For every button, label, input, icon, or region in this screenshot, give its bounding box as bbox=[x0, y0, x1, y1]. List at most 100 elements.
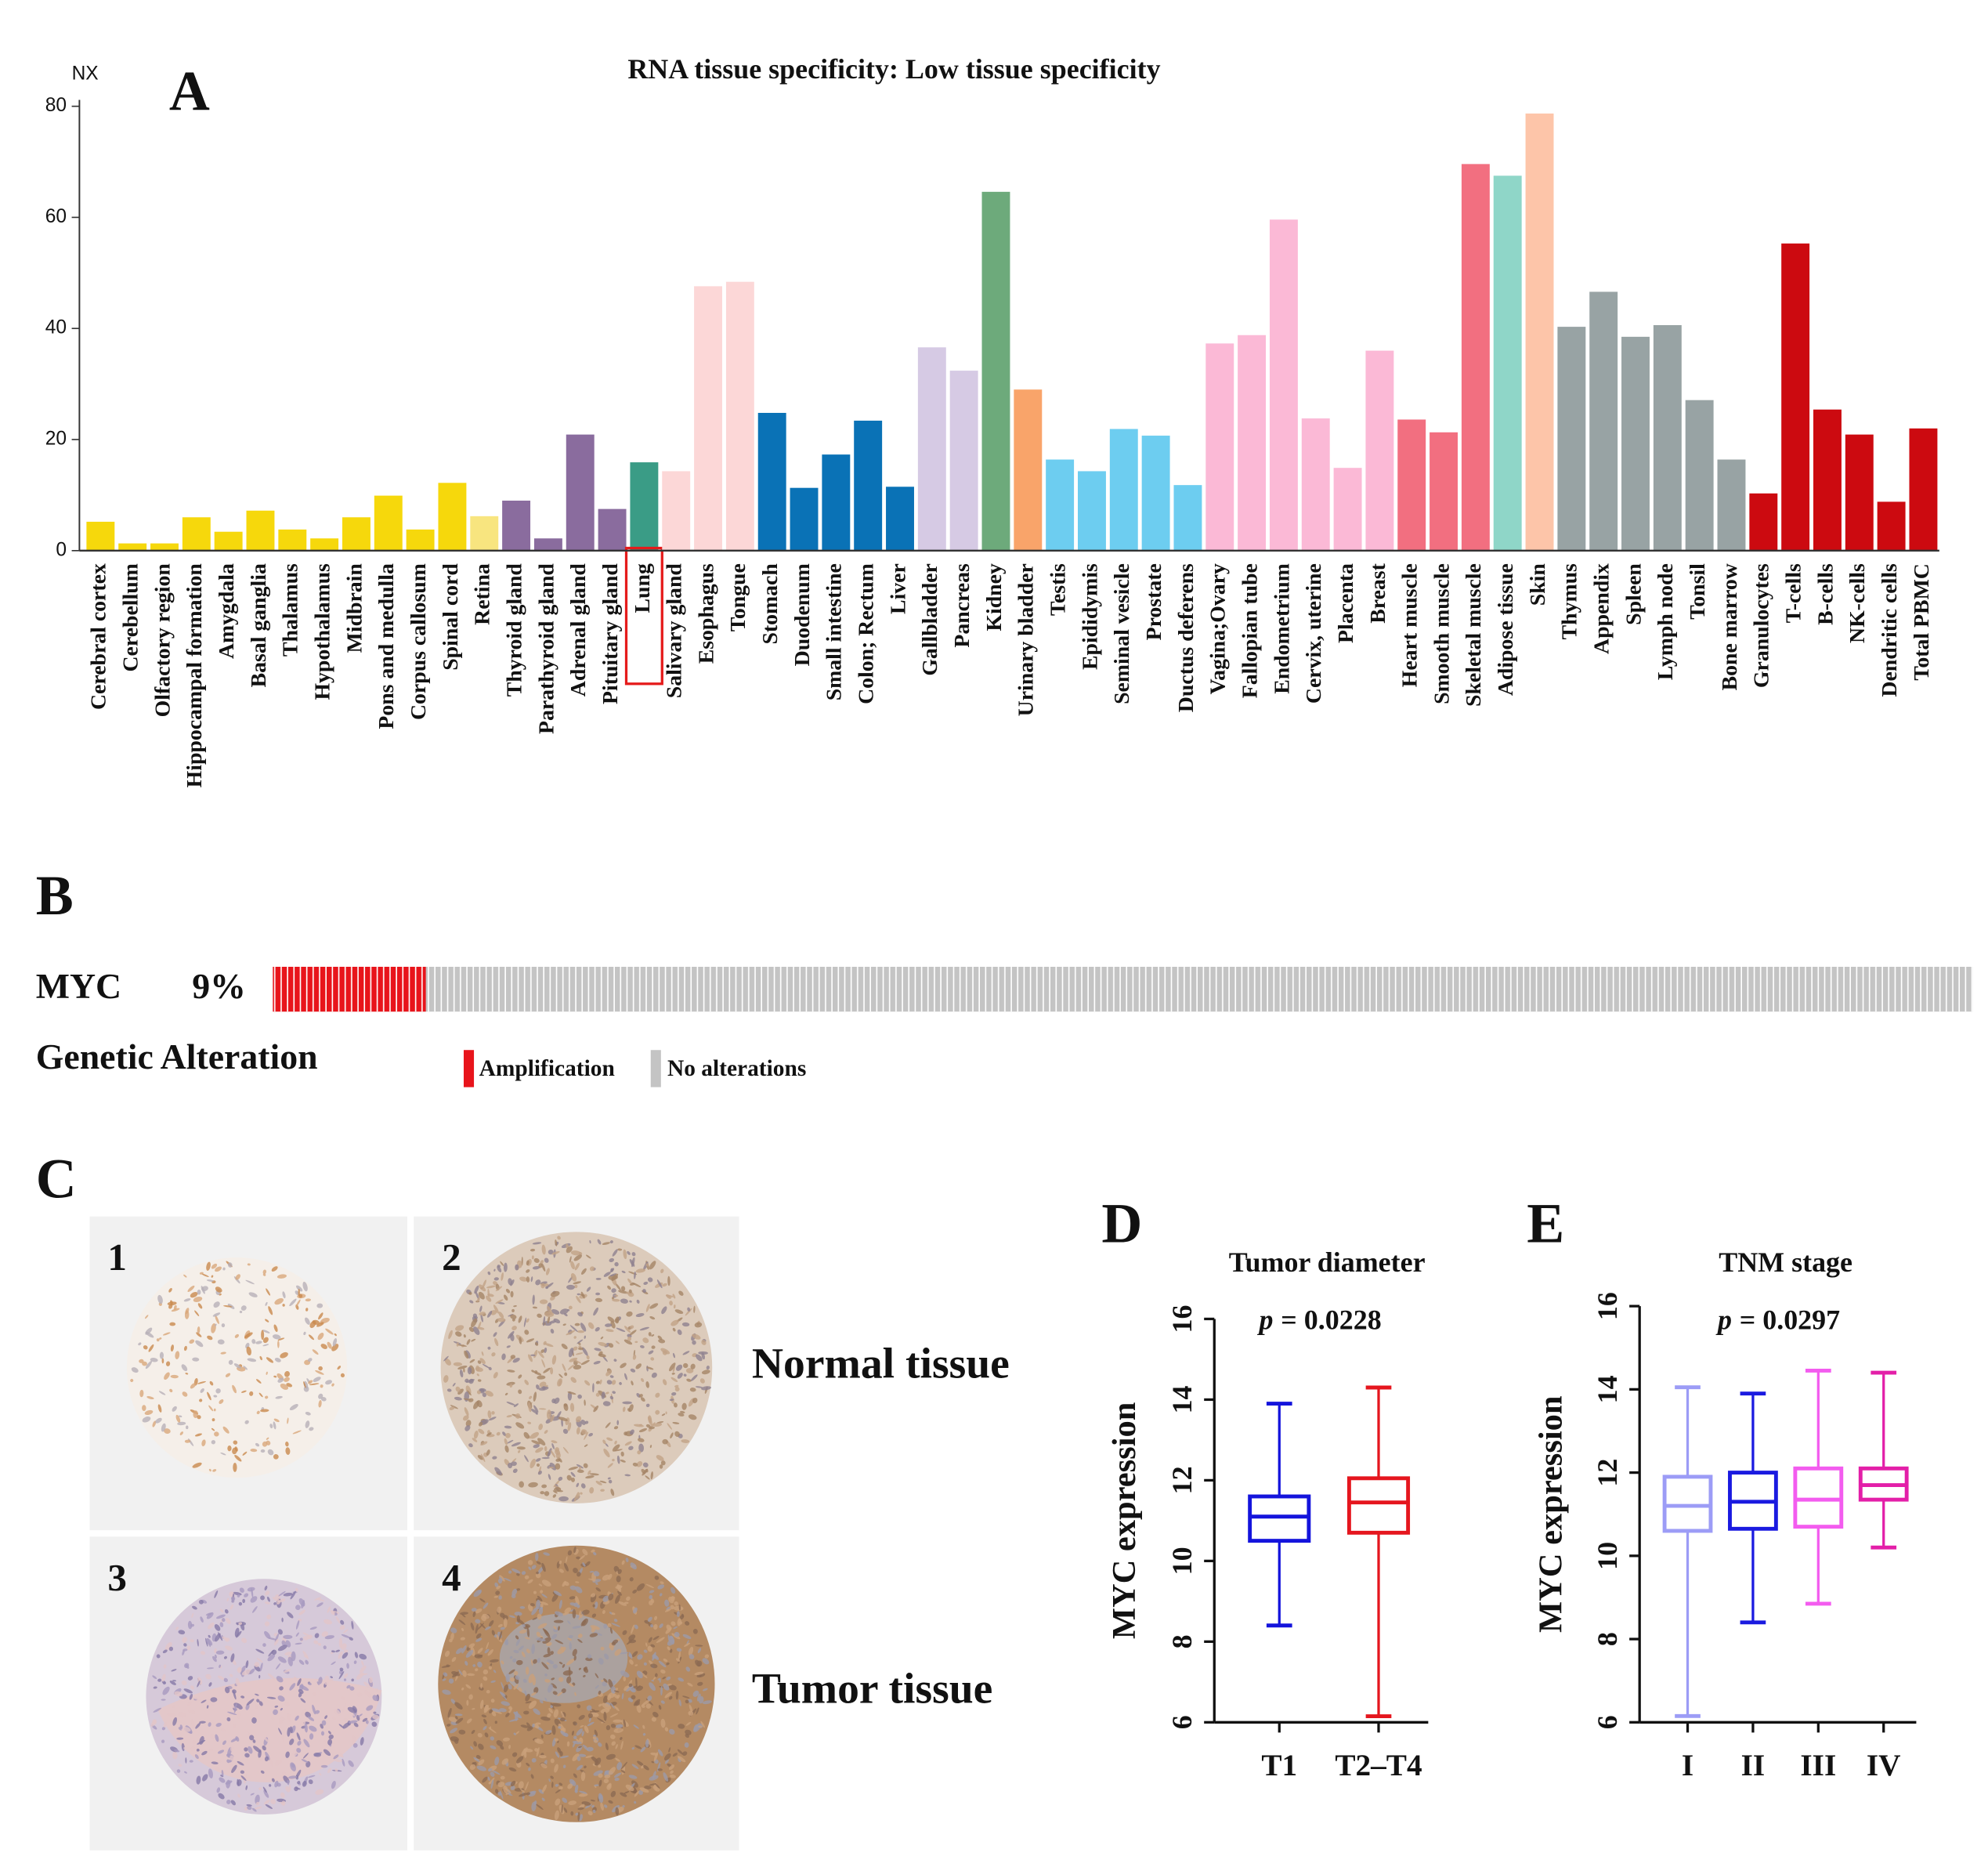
tissue-speck bbox=[461, 1645, 467, 1654]
tissue-speck bbox=[260, 1409, 269, 1413]
tissue-speck bbox=[612, 1298, 620, 1302]
tissue-speck bbox=[232, 1447, 237, 1455]
tissue-speck bbox=[510, 1314, 517, 1319]
tissue-speck bbox=[361, 1660, 364, 1666]
tissue-speck bbox=[555, 1789, 562, 1793]
tissue-speck bbox=[220, 1452, 226, 1456]
x-tick-label: Cervix, uterine bbox=[1302, 563, 1326, 704]
bar bbox=[757, 412, 786, 551]
tissue-speck bbox=[591, 1708, 596, 1713]
tissue-speck bbox=[615, 1585, 623, 1590]
tissue-speck bbox=[521, 1571, 526, 1576]
bar bbox=[790, 487, 819, 551]
tissue-speck bbox=[514, 1612, 522, 1616]
tissue-speck bbox=[570, 1471, 576, 1478]
tissue-speck bbox=[500, 1775, 505, 1780]
panel-label: E bbox=[1527, 1192, 1564, 1255]
tissue-speck bbox=[548, 1778, 551, 1782]
tissue-speck bbox=[566, 1246, 573, 1254]
tissue-speck bbox=[531, 1790, 537, 1794]
tissue-speck bbox=[352, 1742, 358, 1748]
tissue-speck bbox=[168, 1304, 173, 1309]
tissue-speck bbox=[532, 1294, 535, 1305]
tissue-speck bbox=[187, 1702, 192, 1706]
tissue-speck bbox=[605, 1391, 609, 1395]
tissue-speck bbox=[340, 1619, 345, 1625]
tissue-speck bbox=[595, 1481, 602, 1485]
tissue-speck bbox=[528, 1482, 538, 1488]
tissue-speck bbox=[252, 1605, 258, 1613]
tissue-speck bbox=[495, 1590, 501, 1595]
tissue-speck bbox=[280, 1384, 289, 1390]
tissue-speck bbox=[251, 1807, 257, 1812]
bar bbox=[1238, 335, 1267, 551]
tissue-speck bbox=[298, 1598, 305, 1607]
tissue-speck bbox=[546, 1641, 552, 1647]
tissue-speck bbox=[544, 1343, 554, 1348]
tissue-speck bbox=[496, 1585, 501, 1590]
tissue-speck bbox=[260, 1595, 265, 1601]
tissue-speck bbox=[538, 1408, 547, 1410]
tissue-speck bbox=[316, 1322, 324, 1327]
tissue-speck bbox=[587, 1654, 592, 1659]
tissue-speck bbox=[195, 1722, 201, 1729]
tissue-speck bbox=[526, 1792, 530, 1796]
tissue-speck bbox=[493, 1670, 497, 1673]
tissue-speck bbox=[270, 1799, 277, 1804]
tissue-speck bbox=[457, 1388, 464, 1395]
tissue-speck bbox=[277, 1274, 287, 1279]
tissue-speck bbox=[613, 1690, 620, 1693]
tissue-speck bbox=[262, 1344, 269, 1347]
tissue-speck bbox=[540, 1716, 551, 1721]
tissue-speck bbox=[162, 1332, 171, 1336]
x-tick-label: Tongue bbox=[726, 563, 750, 631]
tissue-speck bbox=[675, 1364, 683, 1371]
tissue-speck bbox=[669, 1728, 675, 1735]
tissue-speck bbox=[307, 1682, 312, 1685]
tissue-speck bbox=[614, 1261, 619, 1267]
tissue-speck bbox=[469, 1764, 476, 1771]
tissue-speck bbox=[504, 1392, 508, 1396]
tissue-speck bbox=[221, 1769, 224, 1777]
tissue-speck bbox=[513, 1305, 517, 1308]
tissue-speck bbox=[584, 1431, 589, 1440]
tissue-speck bbox=[692, 1628, 698, 1634]
x-tick-label: Breast bbox=[1366, 563, 1390, 623]
tissue-speck bbox=[256, 1699, 260, 1702]
tissue-speck bbox=[610, 1321, 616, 1329]
tissue-speck bbox=[178, 1415, 183, 1418]
tissue-speck bbox=[185, 1308, 190, 1315]
tissue-speck bbox=[537, 1471, 542, 1475]
tissue-speck bbox=[605, 1742, 609, 1750]
tissue-speck bbox=[354, 1652, 359, 1659]
chart-title: TNM stage bbox=[1719, 1246, 1852, 1278]
tissue-speck bbox=[254, 1662, 260, 1667]
tissue-speck bbox=[659, 1464, 663, 1469]
tissue-speck bbox=[283, 1592, 293, 1597]
tissue-speck bbox=[552, 1664, 558, 1669]
tissue-speck bbox=[555, 1239, 558, 1246]
tissue-speck bbox=[662, 1283, 667, 1287]
tissue-speck bbox=[455, 1325, 464, 1331]
tissue-speck bbox=[477, 1379, 482, 1382]
tissue-speck bbox=[307, 1358, 313, 1362]
tissue-speck bbox=[558, 1496, 569, 1502]
tissue-speck bbox=[661, 1413, 666, 1417]
tissue-speck bbox=[510, 1780, 516, 1787]
tissue-speck bbox=[557, 1378, 562, 1387]
tissue-speck bbox=[593, 1770, 603, 1776]
tissue-speck bbox=[642, 1289, 646, 1294]
tissue-speck bbox=[606, 1380, 613, 1385]
tissue-speck bbox=[320, 1731, 325, 1736]
tissue-speck bbox=[595, 1326, 600, 1332]
tissue-speck bbox=[531, 1758, 537, 1763]
tissue-speck bbox=[678, 1677, 685, 1682]
tissue-speck bbox=[319, 1772, 322, 1776]
tissue-speck bbox=[486, 1295, 492, 1302]
tissue-speck bbox=[182, 1391, 188, 1397]
tissue-speck bbox=[308, 1380, 313, 1384]
tissue-speck bbox=[493, 1268, 496, 1272]
x-tick-label: Gallbladder bbox=[918, 563, 942, 676]
tissue-speck bbox=[497, 1265, 502, 1272]
